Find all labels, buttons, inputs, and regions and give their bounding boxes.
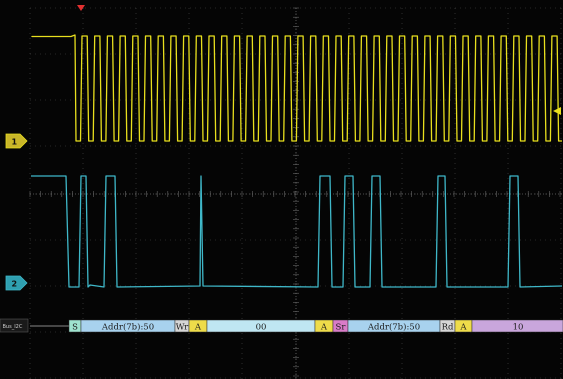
bus-segment-ack[interactable]: A: [188, 319, 208, 333]
bus-segment-start[interactable]: S: [68, 319, 82, 333]
bus-segment-repeated-start[interactable]: Sr: [332, 319, 349, 333]
bus-segment-data-write[interactable]: 00: [206, 319, 316, 333]
channel-2-waveform: [31, 175, 563, 288]
channel-2-ground-marker[interactable]: 2: [5, 275, 28, 291]
bus-label-box[interactable]: [0, 318, 29, 333]
bus-segment-read[interactable]: Rd: [439, 319, 456, 333]
bus-segment-address[interactable]: Addr(7b):50: [347, 319, 441, 333]
bus-segment-address[interactable]: Addr(7b):50: [80, 319, 176, 333]
svg-text:S: S: [72, 323, 78, 333]
trigger-position-icon[interactable]: [77, 5, 85, 11]
channel-2-number: 2: [12, 280, 18, 289]
channel-1-number: 1: [12, 138, 18, 147]
bus-segment-ack[interactable]: A: [314, 319, 334, 333]
channel-1-waveform: [31, 34, 562, 142]
svg-text:Wr: Wr: [176, 323, 189, 333]
trigger-level-arrow-icon[interactable]: [553, 107, 561, 115]
bus-segment-write[interactable]: Wr: [174, 319, 190, 333]
svg-text:A: A: [320, 323, 328, 333]
bus-segment-ack[interactable]: A: [454, 319, 473, 333]
svg-text:00: 00: [256, 323, 267, 333]
svg-text:Addr(7b):50: Addr(7b):50: [101, 322, 154, 333]
i2c-bus-decode-row: Bus_I2C S Addr(7b):50 Wr A 00: [0, 318, 563, 333]
svg-text:Rd: Rd: [442, 323, 454, 333]
svg-text:A: A: [459, 323, 467, 333]
svg-text:Sr: Sr: [336, 323, 347, 333]
bus-segment-data-read[interactable]: 10: [471, 319, 563, 333]
channel-1-ground-marker[interactable]: 1: [5, 133, 28, 149]
svg-text:Addr(7b):50: Addr(7b):50: [367, 322, 420, 333]
svg-text:10: 10: [513, 323, 524, 333]
bus-label: Bus_I2C: [3, 324, 23, 330]
svg-text:A: A: [194, 323, 202, 333]
